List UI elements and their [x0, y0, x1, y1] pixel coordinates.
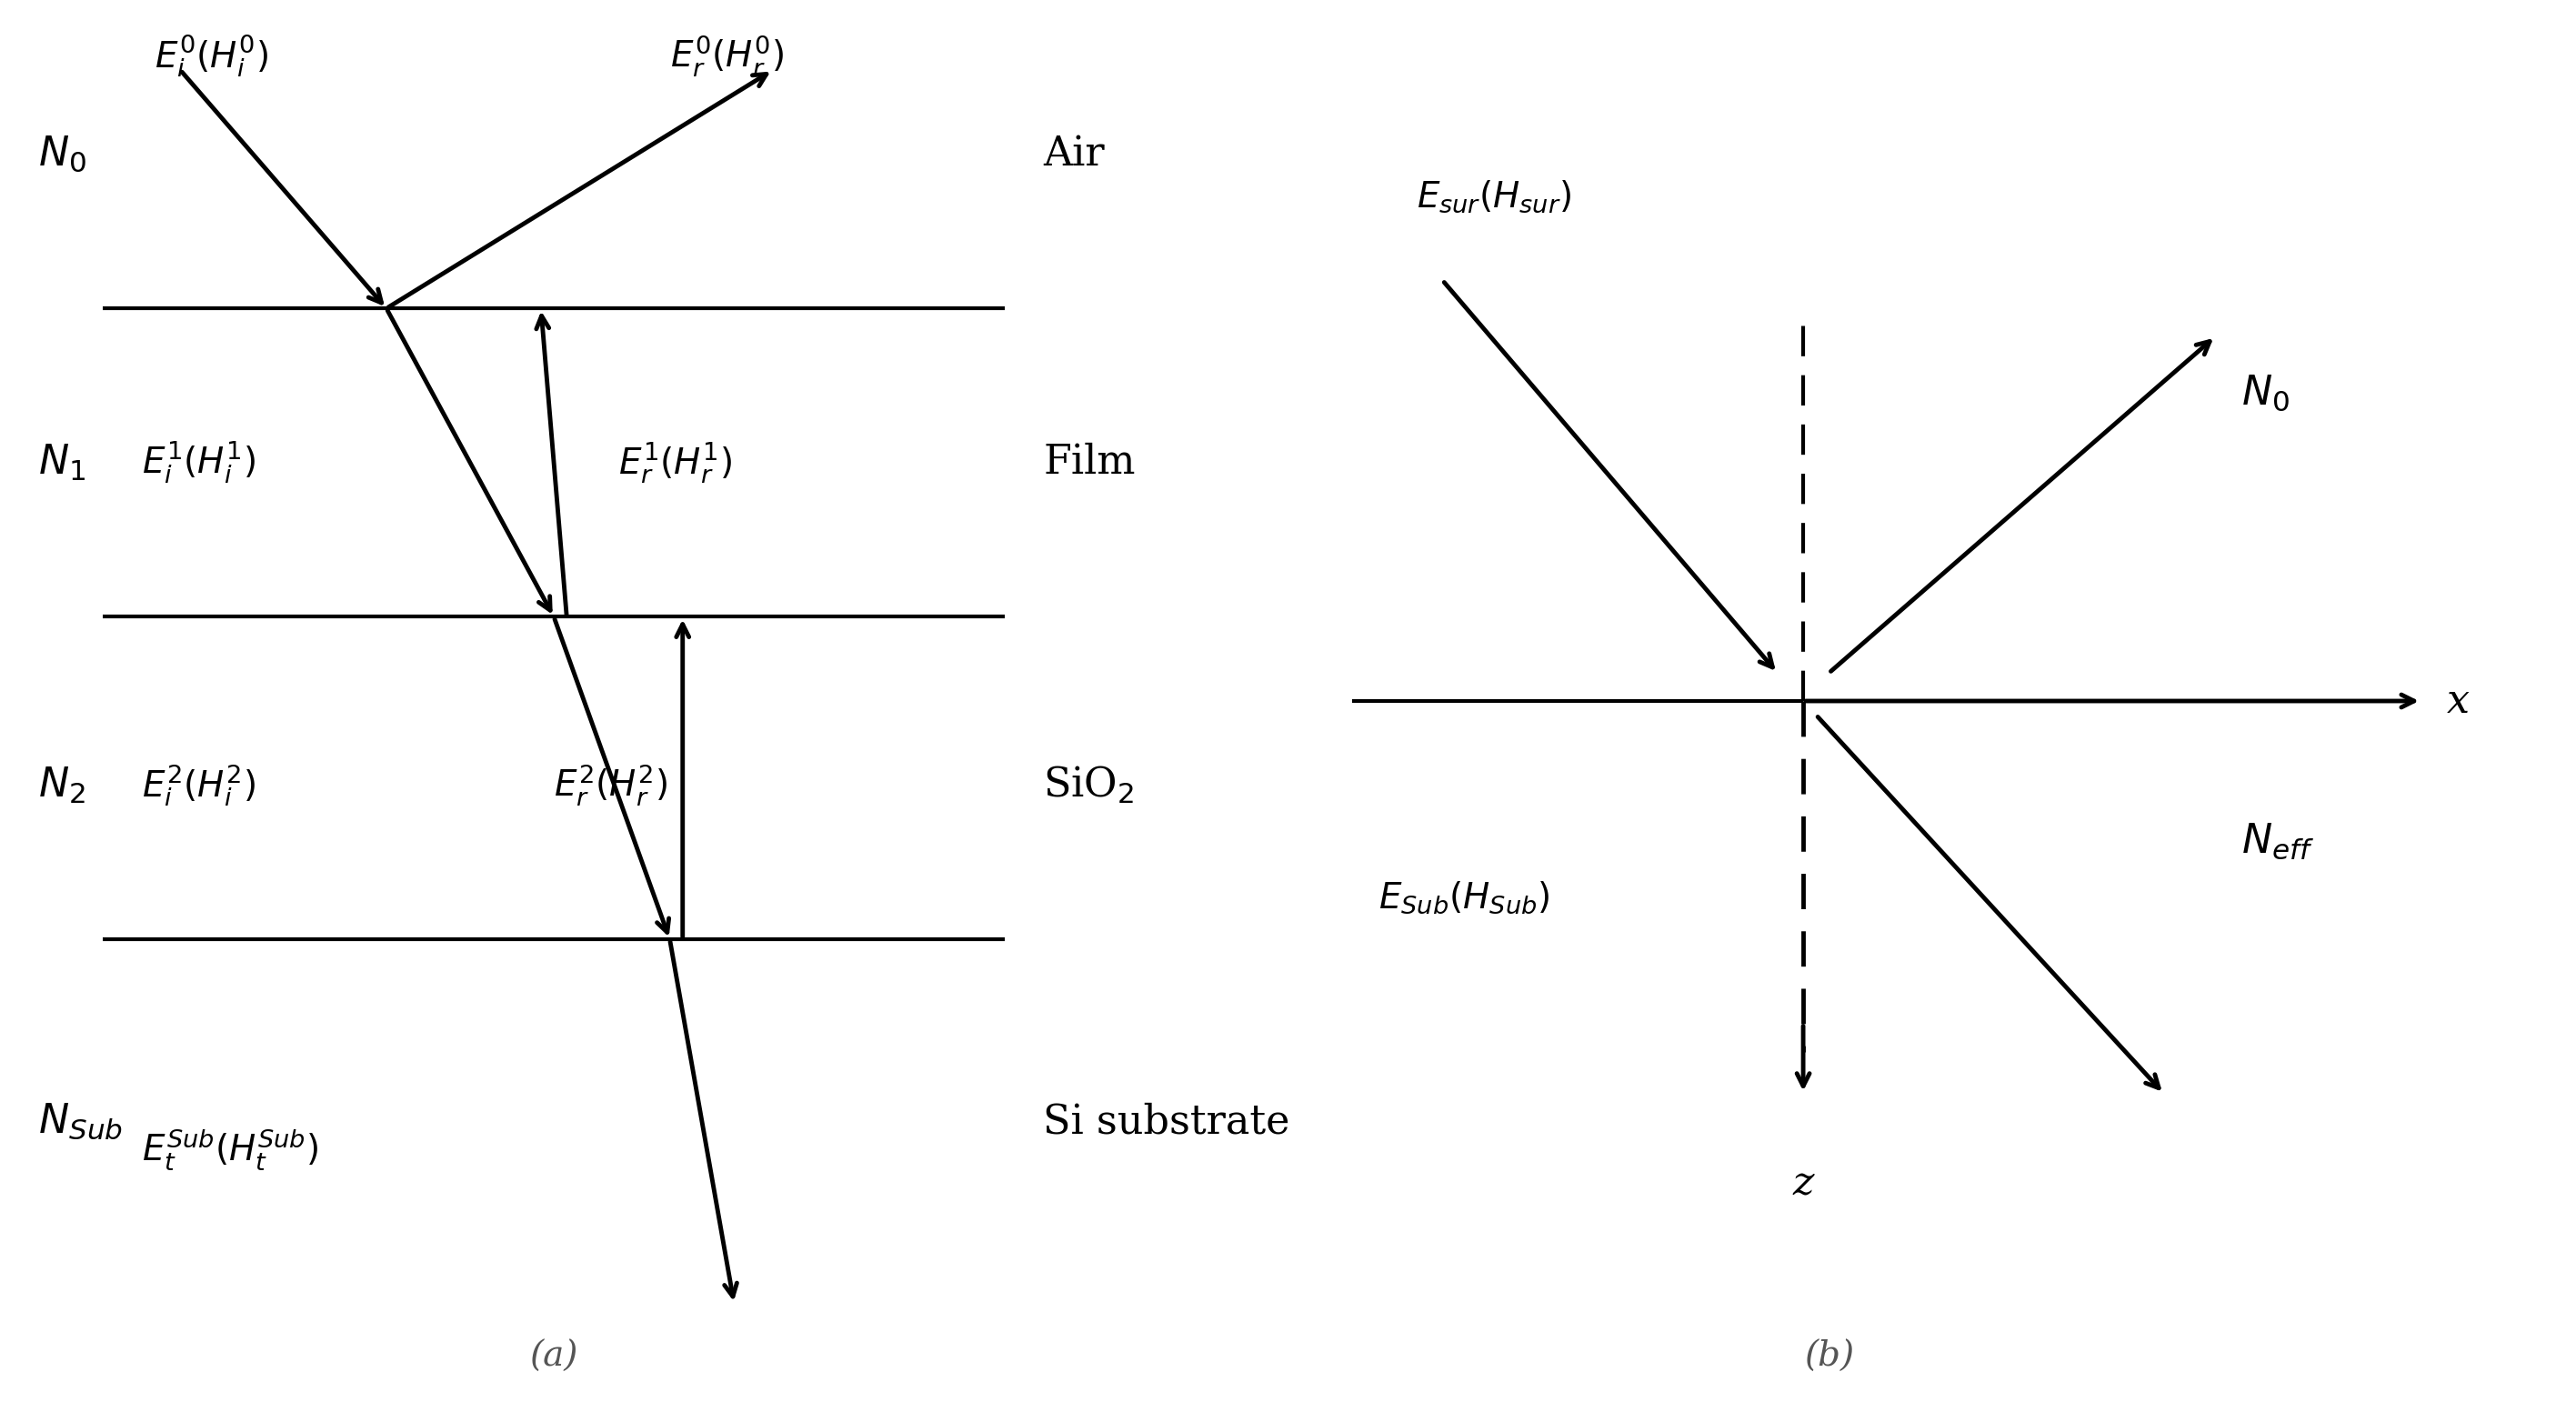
Text: Si substrate: Si substrate: [1043, 1102, 1291, 1141]
Text: $E_i^1(H_i^1)$: $E_i^1(H_i^1)$: [142, 440, 255, 485]
Text: (a): (a): [531, 1340, 577, 1374]
Text: $E_r^0(H_r^0)$: $E_r^0(H_r^0)$: [670, 34, 783, 79]
Text: z: z: [1793, 1164, 1814, 1203]
Text: $N_{Sub}$: $N_{Sub}$: [39, 1102, 124, 1141]
Text: $E_r^1(H_r^1)$: $E_r^1(H_r^1)$: [618, 440, 732, 485]
Text: $E_{Sub}(H_{Sub})$: $E_{Sub}(H_{Sub})$: [1378, 879, 1551, 916]
Text: $E_t^{Sub}(H_t^{Sub})$: $E_t^{Sub}(H_t^{Sub})$: [142, 1127, 319, 1172]
Text: $E_i^2(H_i^2)$: $E_i^2(H_i^2)$: [142, 763, 255, 808]
Text: $E_r^2(H_r^2)$: $E_r^2(H_r^2)$: [554, 763, 667, 808]
Text: $N_2$: $N_2$: [39, 765, 85, 805]
Text: $N_0$: $N_0$: [2241, 373, 2290, 412]
Text: Film: Film: [1043, 443, 1136, 482]
Text: $N_1$: $N_1$: [39, 443, 85, 482]
Text: x: x: [2447, 681, 2470, 721]
Text: SiO$_2$: SiO$_2$: [1043, 764, 1133, 806]
Text: Air: Air: [1043, 135, 1105, 174]
Text: $E_i^0(H_i^0)$: $E_i^0(H_i^0)$: [155, 32, 268, 80]
Text: $N_{eff}$: $N_{eff}$: [2241, 822, 2313, 861]
Text: (b): (b): [1803, 1340, 1855, 1374]
Text: $E_{sur}(H_{sur})$: $E_{sur}(H_{sur})$: [1417, 178, 1571, 215]
Text: $N_0$: $N_0$: [39, 135, 88, 174]
